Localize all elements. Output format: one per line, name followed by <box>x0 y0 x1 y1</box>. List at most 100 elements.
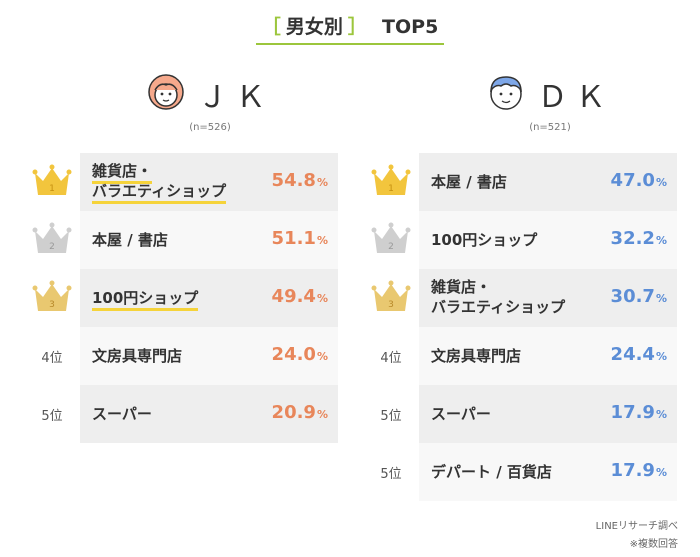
rank-crown: 3 <box>30 269 74 327</box>
percentage-value: 47.0% <box>611 170 667 191</box>
rank-crown: 1 <box>30 153 74 211</box>
rank-crown: 3 <box>369 269 413 327</box>
crown-rank-number: 2 <box>388 242 394 252</box>
title-bracket-close: ］ <box>347 16 367 38</box>
title-bracket-open: ［ <box>261 16 281 38</box>
ranking-table-jk: 1 雑貨店・ バラエティショップ 54.8% 2 本屋 / 書店 51.1% 3 100円ショッ… <box>32 153 338 443</box>
crown-shape <box>374 284 408 311</box>
ranking-row: 1 本屋 / 書店 47.0% <box>371 153 677 211</box>
percentage-value: 17.9% <box>611 460 667 481</box>
percentage-number: 51.1 <box>271 228 316 249</box>
category-label-line: 雑貨店・ <box>431 278 492 296</box>
crown-gold-icon: 1 <box>371 164 411 195</box>
percentage-value: 54.8% <box>272 170 328 191</box>
category-label-line: スーパー <box>92 405 152 423</box>
percentage-unit: % <box>316 234 328 247</box>
percentage-number: 32.2 <box>610 228 655 249</box>
ranking-row: 3 100円ショップ 49.4% <box>32 269 338 327</box>
crown-tip <box>49 222 55 228</box>
percentage-unit: % <box>316 176 328 189</box>
category-label-line: バラエティショップ <box>92 182 227 204</box>
crown-tip <box>371 285 377 291</box>
crown-bronze-icon: 3 <box>32 280 72 311</box>
category-label-line: 本屋 / 書店 <box>92 231 168 249</box>
percentage-number: 49.4 <box>271 286 316 307</box>
crown-tip <box>405 169 411 175</box>
category-label-line: デパート / 百貨店 <box>431 463 552 481</box>
percentage-value: 24.0% <box>272 344 328 365</box>
percentage-unit: % <box>316 408 328 421</box>
crown-shape <box>35 226 69 253</box>
category-label: 文房具専門店 <box>431 346 521 366</box>
rank-label: 4位 <box>380 351 402 366</box>
percentage-value: 30.7% <box>611 286 667 307</box>
category-label: 文房具専門店 <box>92 346 182 366</box>
percentage-unit: % <box>655 176 667 189</box>
category-label-line: 本屋 / 書店 <box>431 173 507 191</box>
ranking-row: 2 本屋 / 書店 51.1% <box>32 211 338 269</box>
category-label: 雑貨店・ バラエティショップ <box>431 277 565 317</box>
percentage-number: 17.9 <box>610 402 655 423</box>
rank-crown: 2 <box>369 211 413 269</box>
crown-shape <box>35 284 69 311</box>
crown-rank-number: 3 <box>388 300 394 310</box>
crown-gold-icon: 1 <box>32 164 72 195</box>
title-suffix: TOP5 <box>382 16 439 38</box>
category-label-line: 100円ショップ <box>92 289 199 311</box>
percentage-value: 49.4% <box>272 286 328 307</box>
crown-tip <box>49 164 55 170</box>
percentage-unit: % <box>655 292 667 305</box>
category-label: スーパー <box>92 404 152 424</box>
footer-source: LINEリサーチ調べ <box>595 521 678 532</box>
percentage-unit: % <box>316 292 328 305</box>
ranking-row: 4位 文房具専門店 24.0% <box>41 327 338 385</box>
crown-bronze-icon: 3 <box>371 280 411 311</box>
percentage-value: 32.2% <box>611 228 667 249</box>
crown-tip <box>388 222 394 228</box>
crown-silver-icon: 2 <box>371 222 411 253</box>
crown-tip <box>388 280 394 286</box>
category-label-line: 文房具専門店 <box>431 347 522 365</box>
crown-tip <box>32 169 38 175</box>
category-label: 100円ショップ <box>431 230 537 250</box>
footer-note: ※複数回答 <box>629 539 678 550</box>
ranking-row: 4位 文房具専門店 24.4% <box>380 327 677 385</box>
percentage-value: 24.4% <box>611 344 667 365</box>
ranking-table-dk: 1 本屋 / 書店 47.0% 2 100円ショップ 32.2% 3 雑貨店・ バラエティショッ… <box>371 153 677 501</box>
percentage-unit: % <box>655 408 667 421</box>
category-label: スーパー <box>431 404 491 424</box>
ranking-row: 3 雑貨店・ バラエティショップ 30.7% <box>371 269 677 327</box>
chart-title: ［ 男女別 ］ TOP5 <box>0 12 700 45</box>
title-text: 男女別 <box>285 16 343 38</box>
percentage-number: 20.9 <box>271 402 316 423</box>
crown-rank-number: 3 <box>49 300 55 310</box>
ranking-row: 5位 デパート / 百貨店 17.9% <box>380 443 677 501</box>
category-label: デパート / 百貨店 <box>431 462 552 482</box>
percentage-number: 54.8 <box>271 170 316 191</box>
percentage-unit: % <box>655 350 667 363</box>
rank-label: 5位 <box>41 409 63 424</box>
boy-face-icon <box>486 72 526 116</box>
rank-crown: 1 <box>369 153 413 211</box>
percentage-value: 17.9% <box>611 402 667 423</box>
category-label: 雑貨店・ バラエティショップ <box>92 161 227 204</box>
crown-tip <box>49 280 55 286</box>
crown-silver-icon: 2 <box>32 222 72 253</box>
category-label-line: 100円ショップ <box>431 231 538 249</box>
category-label: 本屋 / 書店 <box>92 230 168 250</box>
rank-crown: 2 <box>30 211 74 269</box>
crown-shape <box>374 226 408 253</box>
sample-size-jk: (n=526) <box>189 122 231 133</box>
category-label-line: スーパー <box>431 405 491 423</box>
crown-shape <box>374 168 408 195</box>
group-name-jk: ＪＫ <box>197 80 274 115</box>
crown-rank-number: 1 <box>49 184 55 194</box>
crown-tip <box>66 285 72 291</box>
percentage-number: 24.0 <box>271 344 316 365</box>
crown-rank-number: 1 <box>388 184 394 194</box>
category-label: 100円ショップ <box>92 288 199 311</box>
percentage-number: 17.9 <box>610 460 655 481</box>
rank-label: 5位 <box>380 409 402 424</box>
category-label: 本屋 / 書店 <box>431 172 507 192</box>
percentage-number: 47.0 <box>610 170 655 191</box>
